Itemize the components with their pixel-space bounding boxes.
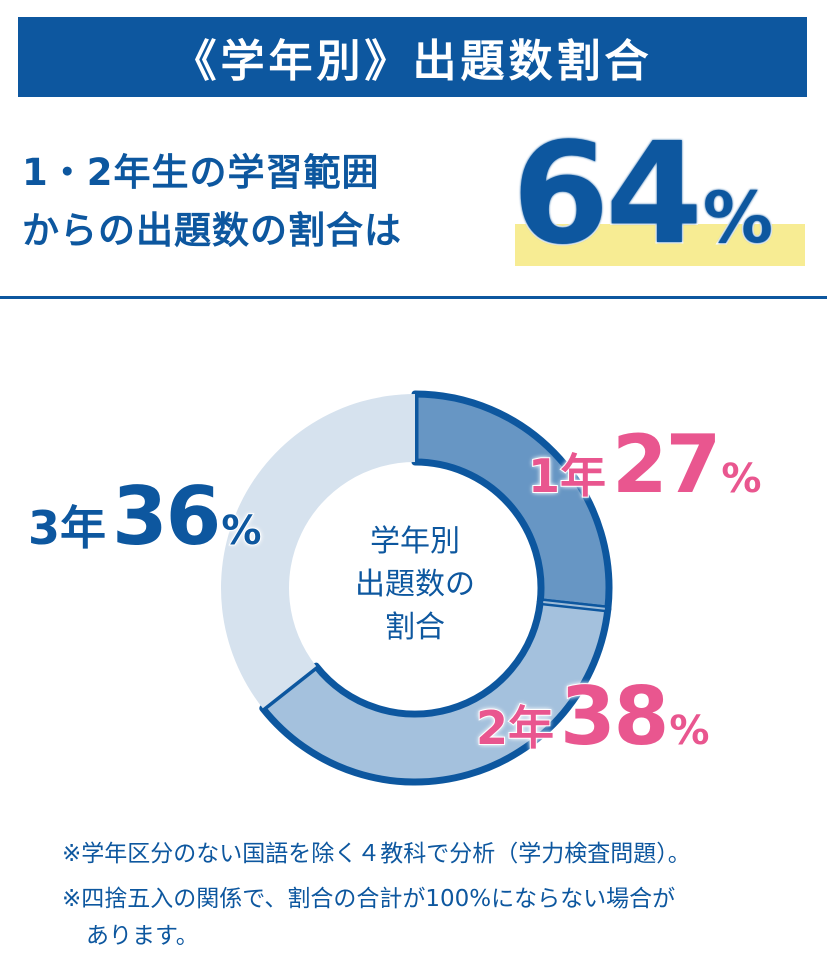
slice-3-grade: 3年	[27, 500, 107, 556]
slice-2-grade: 2年	[475, 700, 555, 756]
headline-percentage-value: 64	[511, 113, 705, 276]
headline-highlight	[515, 224, 805, 266]
divider	[0, 296, 827, 299]
slice-1-value: 27	[611, 417, 722, 512]
footnote-2: ※四捨五入の関係で、割合の合計が100%にならない場合が	[62, 886, 676, 912]
headline-percentage-unit: %	[701, 176, 774, 261]
headline-percentage: 64 %	[511, 113, 812, 276]
center-label-line-1: 学年別	[370, 524, 460, 559]
slice-3-value: 36	[111, 469, 222, 564]
center-label-line-2: 出題数の	[355, 567, 475, 602]
donut-slice-separator	[543, 601, 605, 610]
slice-label-grade-2: 2年 38 %	[475, 669, 710, 764]
donut-slice-grade-2	[259, 598, 612, 786]
headline-line-2: からの出題数の割合は	[22, 209, 402, 252]
slice-2-unit: %	[668, 707, 710, 755]
donut-slice-grade-3	[220, 393, 415, 709]
chart-center-label: 学年別 出題数の 割合	[330, 520, 500, 649]
slice-label-grade-3: 3年 36 %	[27, 469, 262, 564]
footnote-2-continued: あります。	[86, 923, 199, 949]
footnote-1: ※学年区分のない国語を除く４教科で分析（学力検査問題）。	[62, 841, 691, 867]
page-title: 《学年別》出題数割合	[172, 36, 653, 87]
donut-slice-grade-1	[411, 390, 613, 613]
center-label-line-3: 割合	[385, 610, 445, 645]
slice-label-grade-1: 1年 27 %	[527, 417, 762, 512]
slice-1-unit: %	[720, 455, 762, 503]
slice-3-unit: %	[220, 507, 262, 555]
donut-slices	[220, 390, 613, 786]
title-banner: 《学年別》出題数割合	[18, 17, 807, 97]
slice-2-value: 38	[559, 669, 670, 764]
headline-line-1: 1・2年生の学習範囲	[22, 151, 380, 194]
slice-1-grade: 1年	[527, 448, 607, 504]
